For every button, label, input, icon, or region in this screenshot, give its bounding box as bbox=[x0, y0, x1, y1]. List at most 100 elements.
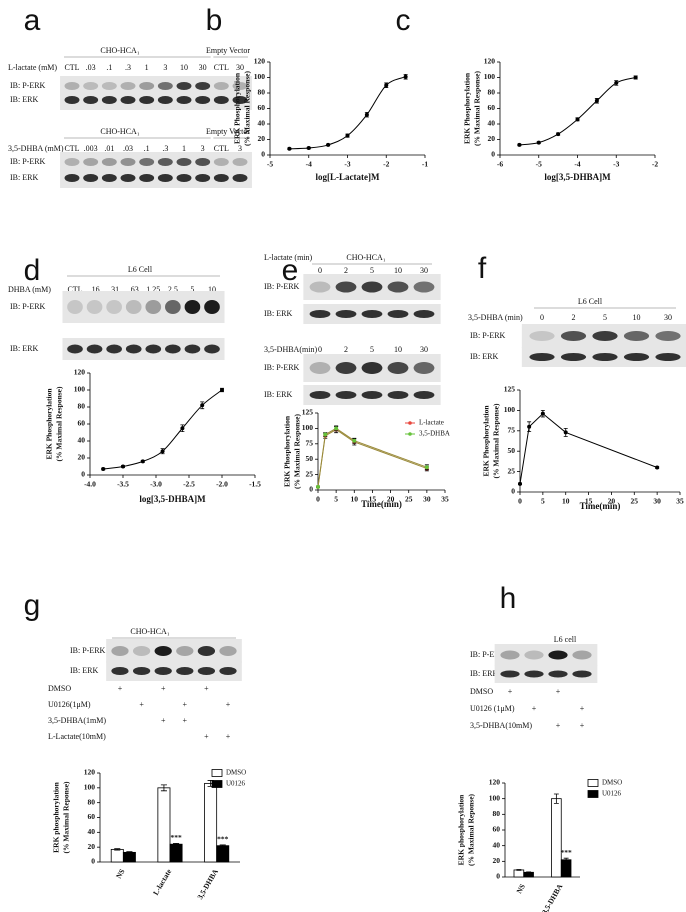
legend-label: U0126 bbox=[226, 780, 246, 788]
blot-band bbox=[560, 331, 587, 341]
lane-label: 1.25 bbox=[146, 285, 160, 294]
y-tick-label: 25 bbox=[306, 469, 314, 478]
blot-band bbox=[204, 300, 220, 314]
legend-swatch bbox=[587, 779, 599, 787]
blot-band bbox=[64, 158, 80, 166]
lane-label: 5 bbox=[603, 313, 607, 322]
y-tick-label: 40 bbox=[258, 119, 266, 128]
blot-row-label: IB: ERK bbox=[70, 666, 98, 675]
blot-band bbox=[83, 96, 99, 104]
x-tick-label: 15 bbox=[369, 495, 377, 504]
blot-band bbox=[413, 362, 435, 374]
error-bar bbox=[563, 857, 569, 862]
bar bbox=[560, 859, 572, 878]
data-point bbox=[556, 132, 561, 137]
x-tick-label: 20 bbox=[608, 497, 616, 506]
y-tick-label: 20 bbox=[488, 134, 496, 143]
x-tick-label: 30 bbox=[423, 495, 431, 504]
blot-row-label: IB: ERK bbox=[10, 95, 38, 104]
bar bbox=[169, 843, 183, 863]
y-tick-label: 100 bbox=[74, 385, 86, 394]
blot-band bbox=[139, 96, 155, 104]
blot-band bbox=[165, 300, 181, 314]
blot-band bbox=[232, 96, 248, 104]
blot-band bbox=[309, 310, 331, 318]
error-bar bbox=[160, 784, 167, 792]
lane-label: 2 bbox=[572, 313, 576, 322]
data-point bbox=[323, 432, 328, 437]
blot-membrane bbox=[494, 665, 598, 683]
data-point bbox=[633, 75, 638, 80]
error-bar bbox=[126, 851, 133, 854]
blot-band bbox=[500, 670, 520, 678]
legend-label: 3,5-DHBA bbox=[419, 430, 450, 438]
y-tick-label: 60 bbox=[493, 825, 501, 834]
treatment-mark: + bbox=[556, 721, 561, 730]
x-tick-label: 35 bbox=[441, 495, 449, 504]
lane-label: 0 bbox=[318, 266, 322, 275]
blot-band bbox=[413, 281, 435, 293]
data-point bbox=[306, 146, 311, 151]
y-tick-label: 100 bbox=[489, 793, 501, 802]
x-tick-label: -3 bbox=[344, 160, 350, 169]
blot-membrane bbox=[106, 639, 242, 663]
blot-band bbox=[64, 82, 80, 90]
blot-band bbox=[106, 344, 122, 354]
x-tick-label: 10 bbox=[351, 495, 359, 504]
blot-band bbox=[232, 82, 248, 90]
y-tick-label: 120 bbox=[484, 57, 496, 66]
lane-label: 30 bbox=[236, 63, 244, 72]
blot-side-title: Empty Vector bbox=[206, 46, 250, 55]
blot-row-label: IB: ERK bbox=[470, 669, 498, 678]
x-tick-label: -5 bbox=[267, 160, 273, 169]
lane-label: .1 bbox=[106, 63, 112, 72]
y-tick-label: 100 bbox=[254, 72, 266, 81]
data-point bbox=[540, 411, 545, 416]
x-axis-label: log[3,5-DHBA]M bbox=[544, 172, 611, 182]
blot-band bbox=[101, 82, 117, 90]
treatment-label: 3,5-DHBA(1mM) bbox=[48, 716, 106, 725]
x-tick-label: 5 bbox=[541, 497, 545, 506]
blot-band bbox=[592, 331, 618, 341]
data-point bbox=[352, 438, 357, 443]
treatment-mark: + bbox=[204, 684, 209, 693]
blot-band bbox=[154, 646, 172, 656]
data-point bbox=[527, 424, 532, 429]
blot-row-label: IB: P-ERK bbox=[470, 331, 506, 340]
y-tick-label: 80 bbox=[258, 88, 266, 97]
blot-band bbox=[176, 96, 192, 104]
lane-label: CTL bbox=[67, 285, 82, 294]
lane-label: 10 bbox=[394, 266, 402, 275]
lane-row-label: 3,5-DHBA (min) bbox=[468, 313, 523, 322]
y-tick-label: 20 bbox=[78, 453, 86, 462]
blot-band bbox=[387, 281, 409, 293]
x-axis-label: Time(min) bbox=[361, 499, 402, 509]
blot-band bbox=[132, 646, 151, 656]
blot-band bbox=[132, 667, 151, 675]
y-tick-label: 60 bbox=[488, 103, 496, 112]
blot-band bbox=[176, 646, 194, 656]
blot-band bbox=[86, 344, 103, 354]
blot-band bbox=[197, 667, 216, 675]
blot-band bbox=[548, 670, 568, 678]
data-point bbox=[536, 140, 541, 145]
lane-label: .03 bbox=[86, 63, 96, 72]
y-tick-label: 80 bbox=[78, 402, 86, 411]
x-tick-label: 20 bbox=[387, 495, 395, 504]
lane-label: 30 bbox=[199, 63, 207, 72]
blot-band bbox=[157, 158, 173, 166]
treatment-mark: + bbox=[204, 732, 209, 741]
blot-band bbox=[176, 667, 194, 675]
lane-label: .3 bbox=[162, 144, 168, 153]
y-tick-label: 0 bbox=[261, 150, 265, 159]
data-point bbox=[655, 465, 660, 470]
blot-band bbox=[387, 391, 409, 399]
data-point bbox=[334, 426, 339, 431]
blot-band bbox=[560, 353, 587, 361]
blot-row-label: IB: ERK bbox=[470, 352, 498, 361]
y-tick-label: 20 bbox=[88, 842, 96, 851]
treatment-mark: + bbox=[556, 687, 561, 696]
panel-label: c bbox=[396, 4, 411, 37]
lane-label: .01 bbox=[104, 144, 114, 153]
x-tick-label: 25 bbox=[405, 495, 413, 504]
